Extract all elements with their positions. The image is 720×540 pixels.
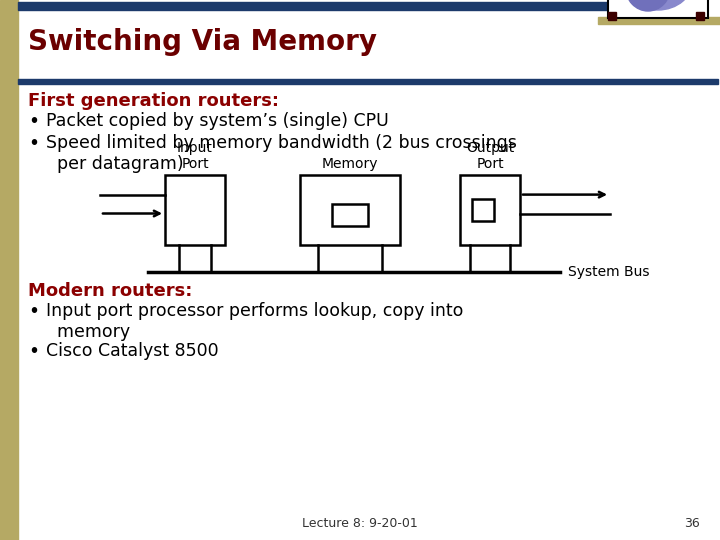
- Text: •: •: [28, 302, 39, 321]
- Ellipse shape: [626, 0, 670, 11]
- Bar: [332, 204, 368, 226]
- Bar: [472, 199, 494, 220]
- Bar: [696, 12, 704, 20]
- Text: Memory: Memory: [322, 157, 378, 171]
- Text: Cisco Catalyst 8500: Cisco Catalyst 8500: [46, 342, 219, 360]
- Bar: [0, 0, 18, 540]
- Bar: [300, 175, 400, 245]
- Text: Speed limited by memory bandwidth (2 bus crossings
  per datagram): Speed limited by memory bandwidth (2 bus…: [46, 134, 517, 173]
- Bar: [18, 2, 658, 10]
- Text: Lecture 8: 9-20-01: Lecture 8: 9-20-01: [302, 517, 418, 530]
- Bar: [598, 17, 720, 24]
- Text: •: •: [28, 342, 39, 361]
- Bar: [18, 79, 718, 84]
- Text: First generation routers:: First generation routers:: [28, 92, 279, 110]
- Text: Input port processor performs lookup, copy into
  memory: Input port processor performs lookup, co…: [46, 302, 464, 341]
- Text: Output
Port: Output Port: [466, 141, 514, 171]
- Bar: [460, 175, 520, 245]
- Bar: [608, 12, 616, 20]
- Text: Input
Port: Input Port: [177, 141, 213, 171]
- Text: •: •: [28, 112, 39, 131]
- Text: Packet copied by system’s (single) CPU: Packet copied by system’s (single) CPU: [46, 112, 389, 130]
- Bar: [165, 175, 225, 245]
- Text: •: •: [28, 134, 39, 153]
- Text: Modern routers:: Modern routers:: [28, 282, 192, 300]
- Text: Switching Via Memory: Switching Via Memory: [28, 28, 377, 56]
- Ellipse shape: [623, 0, 693, 10]
- Text: 36: 36: [684, 517, 700, 530]
- Text: System Bus: System Bus: [568, 265, 649, 279]
- Bar: [608, 0, 708, 18]
